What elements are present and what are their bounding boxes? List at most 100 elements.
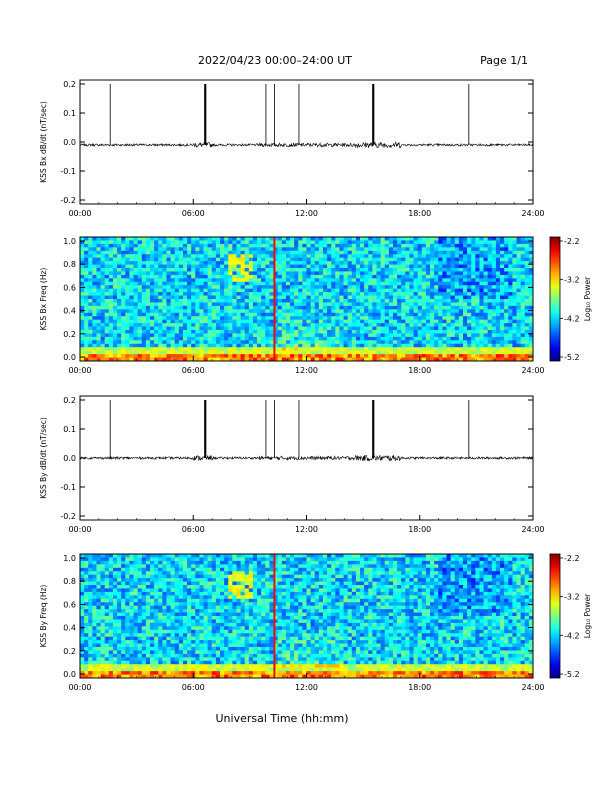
spectrogram-cell bbox=[96, 243, 101, 248]
spectrogram-cell bbox=[405, 305, 410, 310]
spectrogram-cell bbox=[285, 350, 291, 355]
spectrogram-cell bbox=[413, 257, 419, 262]
spectrogram-cell bbox=[199, 312, 204, 317]
spectrogram-cell bbox=[158, 330, 163, 334]
spectrogram-cell bbox=[269, 309, 274, 314]
spectrogram-cell bbox=[145, 664, 151, 669]
spectrogram-cell bbox=[141, 557, 147, 562]
spectrogram-cell bbox=[108, 591, 114, 596]
spectrogram-cell bbox=[265, 268, 270, 272]
spectrogram-cell bbox=[141, 643, 147, 648]
spectrogram-cell bbox=[199, 323, 204, 327]
spectrogram-cell bbox=[104, 319, 110, 324]
spectrogram-cell bbox=[491, 333, 497, 338]
spectrogram-cell bbox=[273, 330, 279, 334]
spectrogram-cell bbox=[339, 340, 344, 345]
spectrogram-cell bbox=[96, 271, 101, 276]
spectrogram-cell bbox=[273, 278, 279, 283]
spectrogram-cell bbox=[100, 619, 106, 624]
spectrogram-cell bbox=[409, 330, 414, 334]
spectrogram-cell bbox=[401, 336, 406, 341]
spectrogram-cell bbox=[145, 619, 151, 624]
spectrogram-cell bbox=[458, 340, 464, 345]
spectrogram-cell bbox=[302, 333, 307, 338]
spectrogram-cell bbox=[244, 278, 250, 283]
spectrogram-cell bbox=[491, 343, 497, 348]
spectrogram-cell bbox=[162, 578, 167, 582]
spectrogram-cell bbox=[232, 309, 237, 314]
spectrogram-cell bbox=[318, 254, 324, 259]
spectrogram-cell bbox=[302, 285, 307, 290]
spectrogram-cell bbox=[409, 316, 414, 321]
spectrogram-cell bbox=[401, 247, 406, 252]
spectrogram-cell bbox=[475, 295, 480, 300]
spectrogram-cell bbox=[224, 336, 229, 341]
spectrogram-cell bbox=[450, 343, 456, 348]
spectrogram-cell bbox=[294, 326, 299, 331]
spectrogram-cell bbox=[462, 288, 468, 293]
spectrogram-cell bbox=[475, 323, 480, 327]
spectrogram-cell bbox=[117, 622, 122, 627]
spectrogram-cell bbox=[343, 292, 349, 296]
spectrogram-cell bbox=[273, 302, 279, 307]
spectrogram-cell bbox=[265, 288, 270, 293]
spectrogram-cell bbox=[121, 612, 126, 617]
spectrogram-cell bbox=[462, 237, 468, 241]
spectrogram-cell bbox=[112, 319, 118, 324]
spectrogram-cell bbox=[504, 326, 509, 331]
spectrogram-cell bbox=[84, 650, 89, 655]
spectrogram-cell bbox=[88, 347, 93, 352]
spectrogram-cell bbox=[285, 319, 291, 324]
spectrogram-cell bbox=[203, 261, 209, 265]
spectrogram-cell bbox=[88, 626, 93, 631]
spectrogram-cell bbox=[306, 243, 312, 248]
spectrogram-cell bbox=[174, 319, 180, 324]
spectrogram-cell bbox=[446, 326, 452, 331]
spectrogram-cell bbox=[145, 557, 151, 562]
spectrogram-cell bbox=[327, 254, 332, 259]
spectrogram-cell bbox=[117, 664, 122, 669]
spectrogram-cell bbox=[351, 302, 357, 307]
spectrogram-cell bbox=[290, 264, 295, 269]
spectrogram-cell bbox=[331, 264, 336, 269]
spectrogram-cell bbox=[355, 316, 361, 321]
spectrogram-cell bbox=[133, 316, 139, 321]
spectrogram-cell bbox=[285, 292, 291, 296]
spectrogram-cell bbox=[302, 257, 307, 262]
spectrogram-cell bbox=[257, 264, 262, 269]
spectrogram-cell bbox=[318, 243, 324, 248]
spectrogram-cell bbox=[479, 354, 484, 358]
spectrogram-cell bbox=[442, 261, 447, 265]
spectrogram-cell bbox=[162, 264, 167, 269]
spectrogram-cell bbox=[96, 647, 101, 651]
spectrogram-cell bbox=[248, 309, 254, 314]
spectrogram-cell bbox=[294, 268, 299, 272]
spectrogram-cell bbox=[84, 299, 89, 303]
spectrogram-cell bbox=[145, 574, 151, 579]
spectrogram-cell bbox=[125, 319, 130, 324]
spectrogram-cell bbox=[80, 588, 85, 593]
spectrogram-cell bbox=[129, 667, 134, 672]
spectrogram-cell bbox=[104, 340, 110, 345]
spectrogram-cell bbox=[310, 354, 316, 358]
spectrogram-cell bbox=[351, 257, 357, 262]
spectrogram-cell bbox=[524, 309, 530, 314]
spectrogram-cell bbox=[520, 316, 526, 321]
spectrogram-cell bbox=[475, 250, 480, 255]
spectrogram-cell bbox=[244, 343, 250, 348]
spectrogram-cell bbox=[261, 350, 266, 355]
spectrogram-cell bbox=[154, 254, 159, 259]
spectrogram-cell bbox=[298, 257, 303, 262]
spectrogram-cell bbox=[430, 274, 435, 279]
spectrogram-cell bbox=[112, 564, 118, 569]
spectrogram-cell bbox=[512, 305, 517, 310]
spectrogram-cell bbox=[376, 319, 382, 324]
spectrogram-cell bbox=[154, 640, 159, 644]
spectrogram-cell bbox=[500, 268, 505, 272]
spectrogram-cell bbox=[281, 268, 287, 272]
spectrogram-cell bbox=[248, 357, 254, 362]
spectrogram-cell bbox=[368, 257, 373, 262]
spectrogram-cell bbox=[331, 302, 336, 307]
spectrogram-cell bbox=[405, 271, 410, 276]
spectrogram-cell bbox=[421, 347, 427, 352]
